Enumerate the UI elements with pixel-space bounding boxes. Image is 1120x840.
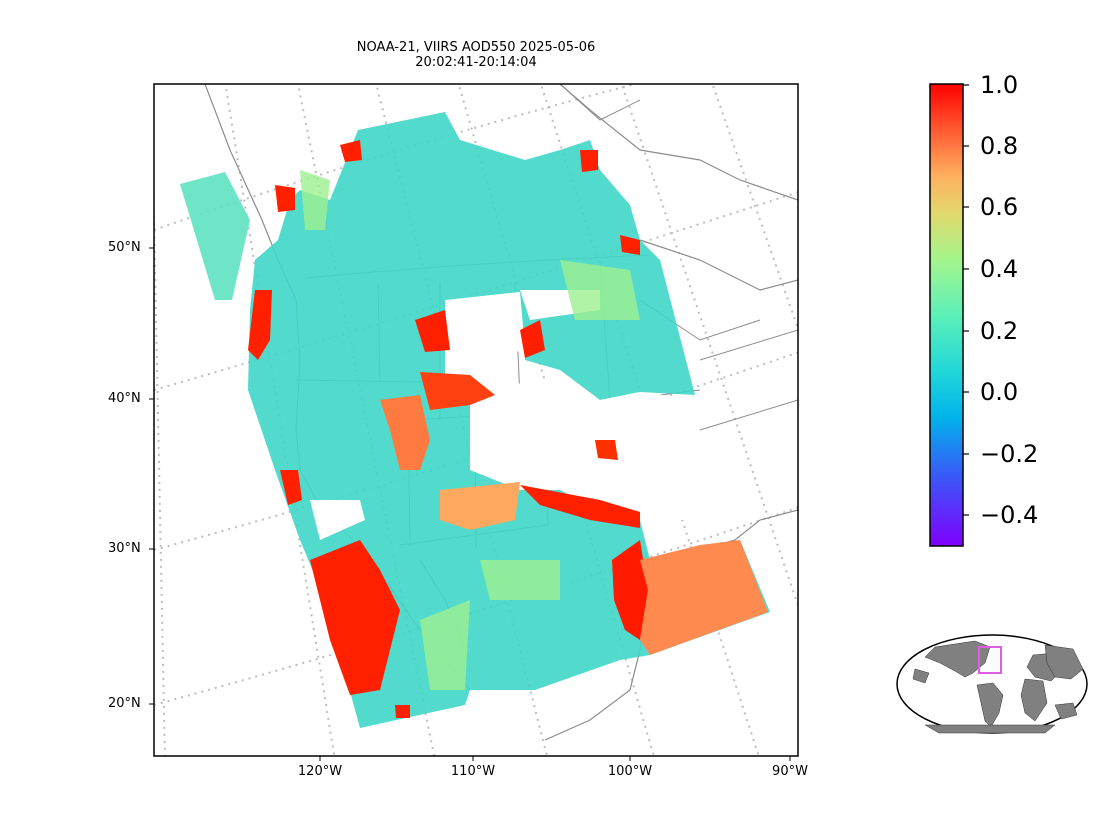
colorbar-tick-label: 1.0 [980, 71, 1019, 99]
lon-label-110w: 110°W [450, 764, 496, 779]
colorbar [929, 83, 964, 547]
colorbar-ticks [963, 84, 969, 516]
map-border [153, 83, 799, 757]
continents [912, 640, 1084, 734]
high-aod-patches [248, 140, 768, 718]
lat-label-20n: 20°N [108, 696, 141, 711]
colorbar-tick-label: 0.2 [980, 317, 1019, 345]
lat-label-50n: 50°N [108, 240, 141, 255]
colorbar-tick-label: −0.2 [980, 440, 1039, 468]
lat-label-30n: 30°N [108, 541, 141, 556]
colorbar-tick-label: −0.4 [980, 501, 1039, 529]
region-box [978, 646, 1002, 674]
lon-label-120w: 120°W [297, 764, 343, 779]
lat-label-40n: 40°N [108, 391, 141, 406]
colorbar-tick-label: 0.0 [980, 378, 1019, 406]
lat-ticks [149, 247, 154, 705]
moderate-aod-patches [300, 170, 640, 690]
aod-swath-west [180, 172, 250, 300]
colorbar-tick-label: 0.6 [980, 193, 1019, 221]
lon-label-100w: 100°W [607, 764, 653, 779]
colorbar-tick-label: 0.4 [980, 255, 1019, 283]
map-title: NOAA-21, VIIRS AOD550 2025-05-06 20:02:4… [357, 40, 595, 70]
title-line-2: 20:02:41-20:14:04 [415, 55, 537, 70]
title-line-1: NOAA-21, VIIRS AOD550 2025-05-06 [356, 40, 596, 55]
colorbar-tick-label: 0.8 [980, 132, 1019, 160]
lon-ticks [319, 756, 791, 761]
globe-locator-inset [896, 634, 1088, 734]
lon-label-90w: 90°W [772, 764, 808, 779]
no-data-gaps [310, 290, 700, 540]
